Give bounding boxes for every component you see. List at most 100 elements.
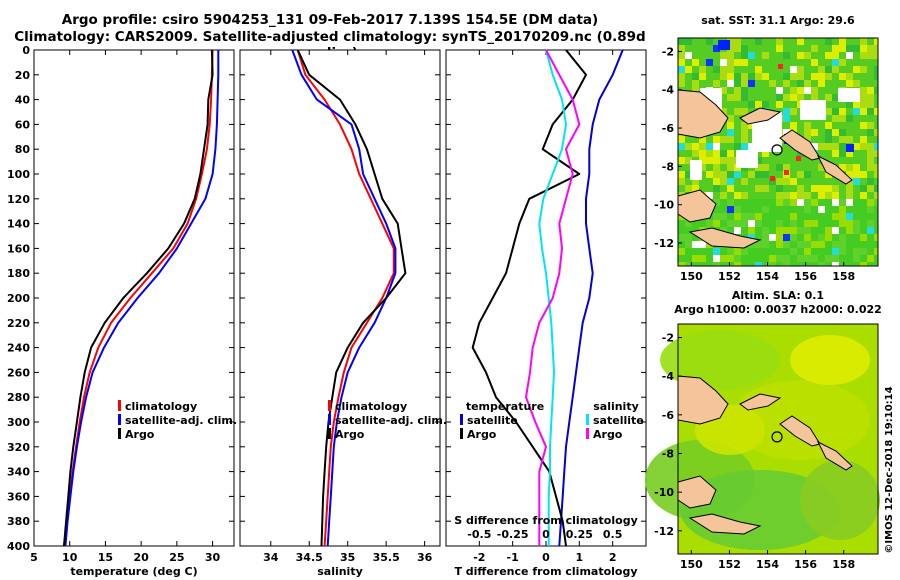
- temperature-legend-swatch: [118, 414, 121, 425]
- sst-pixel: [860, 115, 867, 122]
- sst-pixel: [832, 38, 839, 45]
- sst-pixel: [755, 178, 762, 185]
- sst-pixel: [790, 234, 797, 241]
- sst-pixel: [825, 52, 832, 59]
- diff-legend-label: satellite: [593, 414, 644, 427]
- salinity-legend-swatch: [328, 414, 331, 425]
- sst-pixel: [783, 248, 790, 255]
- sst-pixel: [699, 220, 706, 227]
- sst-pixel: [846, 108, 853, 115]
- diff-top-xtick-label: 0.25: [566, 528, 593, 541]
- sst-pixel: [713, 150, 720, 157]
- sst-pixel: [748, 192, 755, 199]
- sst-pixel: [769, 248, 776, 255]
- sst-pixel: [867, 122, 874, 129]
- sst-pixel: [685, 59, 692, 66]
- sst-pixel: [860, 136, 867, 143]
- sst-pixel: [783, 122, 790, 129]
- sst-pixel: [825, 94, 832, 101]
- sst-pixel: [755, 185, 762, 192]
- differences-series-s-argo: [525, 49, 581, 546]
- sst-pixel: [678, 234, 685, 241]
- sst-pixel: [832, 52, 839, 59]
- sst-pixel: [741, 122, 748, 129]
- sla_map-field: [645, 324, 880, 554]
- depth-tick-label: 60: [15, 118, 31, 131]
- sst-pixel: [818, 136, 825, 143]
- sst-pixel: [846, 241, 853, 248]
- depth-tick-label: 320: [7, 441, 30, 454]
- sst-pixel: [860, 241, 867, 248]
- sst-pixel: [839, 248, 846, 255]
- sst-pixel: [762, 185, 769, 192]
- sst-pixel: [874, 150, 878, 157]
- sst-pixel: [825, 136, 832, 143]
- sst-pixel: [825, 66, 832, 73]
- sst-pixel: [699, 157, 706, 164]
- sst-pixel: [804, 262, 811, 266]
- salinity-xtick-label: 34: [263, 551, 279, 564]
- sst-pixel: [727, 220, 734, 227]
- sst-pixel: [874, 199, 878, 206]
- sst-pixel: [860, 255, 867, 262]
- sst-pixel: [804, 66, 811, 73]
- differences-plot-area: [445, 49, 647, 547]
- sst-pixel: [727, 185, 734, 192]
- sst-pixel: [790, 150, 797, 157]
- sst-pixel: [720, 227, 727, 234]
- sst-pixel: [832, 108, 839, 115]
- sst-pixel: [713, 192, 720, 199]
- sst-pixel: [790, 262, 797, 266]
- sst-pixel: [846, 255, 853, 262]
- sst-pixel: [832, 227, 839, 234]
- sst-pixel: [846, 73, 853, 80]
- sst-pixel: [734, 143, 741, 150]
- sst-pixel: [713, 80, 720, 87]
- sst-pixel: [818, 213, 825, 220]
- sst-pixel: [769, 192, 776, 199]
- depth-tick-label: 300: [7, 416, 30, 429]
- sst-pixel: [678, 59, 685, 66]
- sst-pixel: [846, 129, 853, 136]
- sst-pixel: [699, 248, 706, 255]
- sst-pixel: [860, 164, 867, 171]
- sst-pixel: [853, 101, 860, 108]
- sst-pixel: [699, 80, 706, 87]
- sst-pixel: [867, 80, 874, 87]
- salinity-plot-area: [239, 49, 441, 547]
- depth-tick-label: 260: [7, 366, 30, 379]
- sst-pixel: [769, 94, 776, 101]
- temperature-xlabel: temperature (deg C): [70, 565, 197, 578]
- sst-pixel: [811, 206, 818, 213]
- sst-warm-pixel: [778, 64, 783, 69]
- sst-pixel: [874, 164, 878, 171]
- sst-pixel: [706, 192, 713, 199]
- sst-pixel: [748, 178, 755, 185]
- sst-pixel: [783, 178, 790, 185]
- sst-pixel: [741, 220, 748, 227]
- sst-pixel: [741, 59, 748, 66]
- depth-tick-label: 380: [7, 515, 30, 528]
- sst-pixel: [706, 262, 713, 266]
- sst-pixel: [825, 262, 832, 266]
- salinity-series-argo: [296, 49, 407, 547]
- sst-pixel: [853, 192, 860, 199]
- sst-pixel: [720, 199, 727, 206]
- sst-pixel: [776, 178, 783, 185]
- sst-pixel: [804, 171, 811, 178]
- sst-pixel: [846, 45, 853, 52]
- salinity-xtick-label: 35.5: [373, 551, 400, 564]
- sst-pixel: [832, 45, 839, 52]
- sst-pixel: [692, 262, 699, 266]
- differences-xtick-label: -2: [473, 551, 485, 564]
- sst-pixel: [797, 94, 804, 101]
- sst-pixel: [853, 164, 860, 171]
- sst-pixel: [832, 255, 839, 262]
- sst-pixel: [811, 227, 818, 234]
- sst-pixel: [720, 206, 727, 213]
- sst-pixel: [818, 220, 825, 227]
- sst-pixel: [685, 136, 692, 143]
- sst-pixel: [797, 220, 804, 227]
- sst-pixel: [825, 143, 832, 150]
- sst-pixel: [678, 136, 685, 143]
